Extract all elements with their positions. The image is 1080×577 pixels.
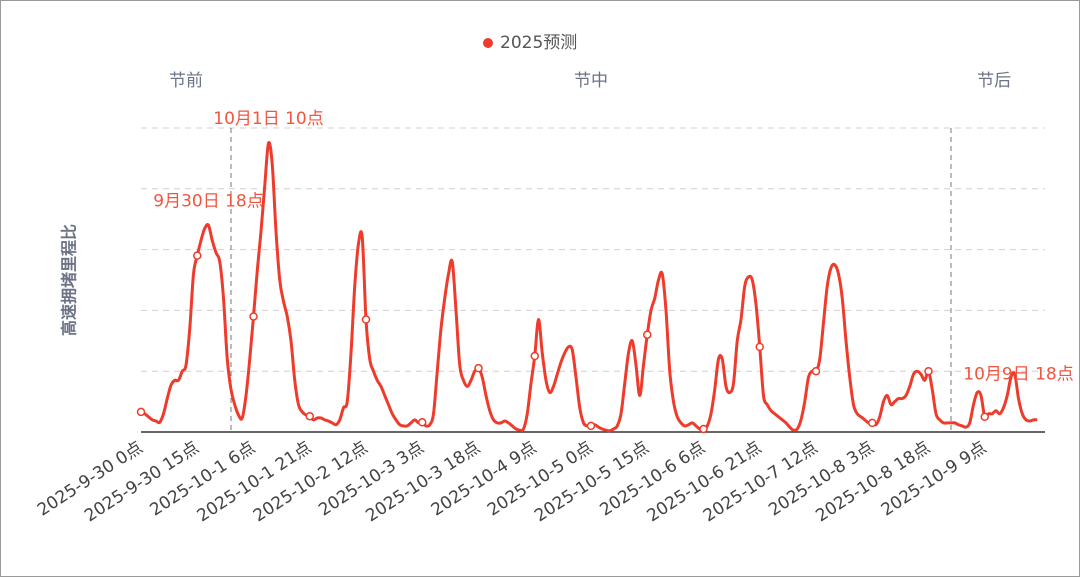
point-marker xyxy=(868,418,877,428)
period-label: 节中 xyxy=(574,71,608,91)
point-marker xyxy=(418,418,427,427)
point-marker xyxy=(755,342,764,352)
point-marker xyxy=(699,424,708,434)
point-marker xyxy=(586,421,596,431)
peak-annotation: 10月1日 10点 xyxy=(213,109,323,129)
point-marker xyxy=(980,412,989,422)
point-marker xyxy=(193,251,202,260)
y-axis-title: 高速拥堵里程比 xyxy=(60,224,79,336)
legend-label: 2025预测 xyxy=(500,33,577,53)
point-marker xyxy=(643,330,652,339)
point-marker xyxy=(136,407,146,417)
peak-annotation: 10月9日 18点 xyxy=(963,365,1073,385)
point-marker xyxy=(305,411,314,421)
point-marker xyxy=(474,363,483,373)
peak-annotation: 9月30日 18点 xyxy=(153,191,263,211)
legend-marker xyxy=(483,38,493,48)
point-marker xyxy=(249,312,258,321)
point-marker xyxy=(924,366,933,376)
period-label: 节后 xyxy=(977,71,1011,91)
period-label: 节前 xyxy=(169,71,203,91)
point-marker xyxy=(811,366,821,376)
point-marker xyxy=(530,351,539,361)
point-marker xyxy=(361,315,371,324)
